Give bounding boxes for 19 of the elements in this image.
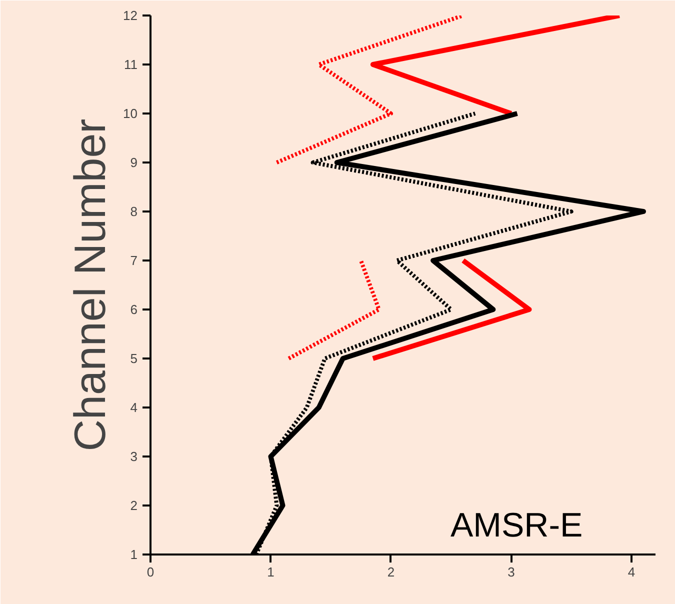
y-tick-label: 3 [130, 449, 138, 464]
y-tick-label: 4 [130, 400, 138, 415]
y-tick-label: 9 [130, 155, 138, 170]
x-tick-label: 0 [146, 564, 154, 580]
y-tick-label: 6 [130, 302, 138, 317]
x-tick-label: 1 [267, 564, 274, 580]
y-tick-label: 10 [123, 106, 138, 121]
y-tick-label: 11 [124, 57, 138, 72]
y-tick-label: 8 [130, 204, 138, 219]
x-tick-label: 2 [387, 564, 395, 580]
annotation: AMSR-E [450, 506, 583, 544]
y-tick-label: 5 [130, 351, 138, 366]
y-axis-title: Channel Number [66, 118, 116, 452]
x-tick-label: 4 [628, 564, 636, 580]
x-tick-label: 3 [508, 564, 515, 580]
y-tick-label: 2 [130, 498, 138, 513]
y-tick-label: 12 [123, 8, 138, 23]
y-tick-label: 1 [130, 547, 138, 562]
y-tick-label: 7 [130, 253, 138, 268]
